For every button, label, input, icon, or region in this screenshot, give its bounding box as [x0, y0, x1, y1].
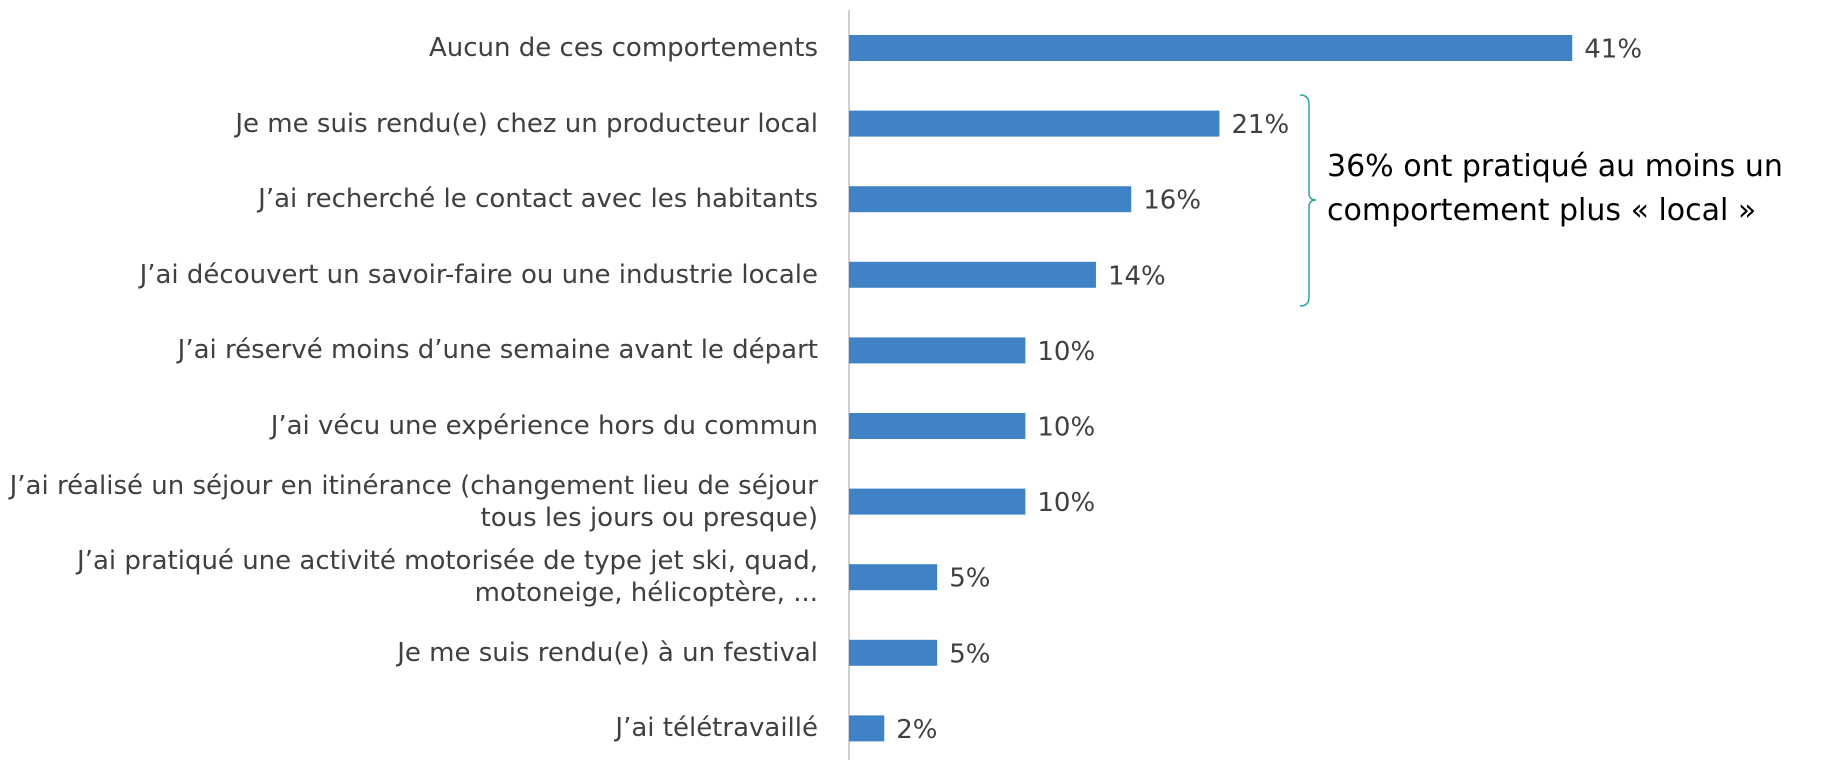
category-label: J’ai réalisé un séjour en itinérance (ch… [9, 470, 818, 533]
value-label: 21% [1231, 110, 1289, 140]
category-label: J’ai vécu une expérience hors du commun [270, 411, 818, 441]
bar [849, 413, 1026, 439]
bar [849, 337, 1026, 364]
category-label: Je me suis rendu(e) chez un producteur l… [235, 108, 818, 139]
value-label: 10% [1037, 337, 1095, 367]
value-label: 10% [1037, 413, 1095, 443]
bar [849, 488, 1026, 515]
value-label: 41% [1584, 35, 1642, 65]
bar [849, 639, 938, 666]
bar [849, 186, 1132, 213]
bracket [1299, 94, 1317, 307]
bar [849, 261, 1096, 288]
value-label: 16% [1143, 186, 1201, 216]
value-label: 14% [1108, 261, 1166, 291]
category-label: J’ai pratiqué une activité motorisée de … [77, 546, 818, 609]
category-label: J’ai télétravaillé [615, 713, 818, 744]
value-label: 10% [1037, 488, 1095, 518]
category-label: J’ai réservé moins d’une semaine avant l… [177, 335, 818, 366]
category-label: J’ai recherché le contact avec les habit… [258, 184, 818, 215]
bar [849, 564, 938, 591]
bar [849, 715, 885, 742]
value-label: 2% [896, 715, 937, 745]
category-label: J’ai découvert un savoir-faire ou une in… [139, 259, 818, 290]
category-label: Je me suis rendu(e) à un festival [397, 637, 818, 668]
value-label: 5% [949, 564, 990, 594]
bar [849, 110, 1220, 137]
value-label: 5% [949, 639, 990, 669]
category-label: Aucun de ces comportements [428, 33, 818, 63]
bar [849, 35, 1573, 61]
annotation: 36% ont pratiqué au moins un comportemen… [1327, 149, 1783, 228]
